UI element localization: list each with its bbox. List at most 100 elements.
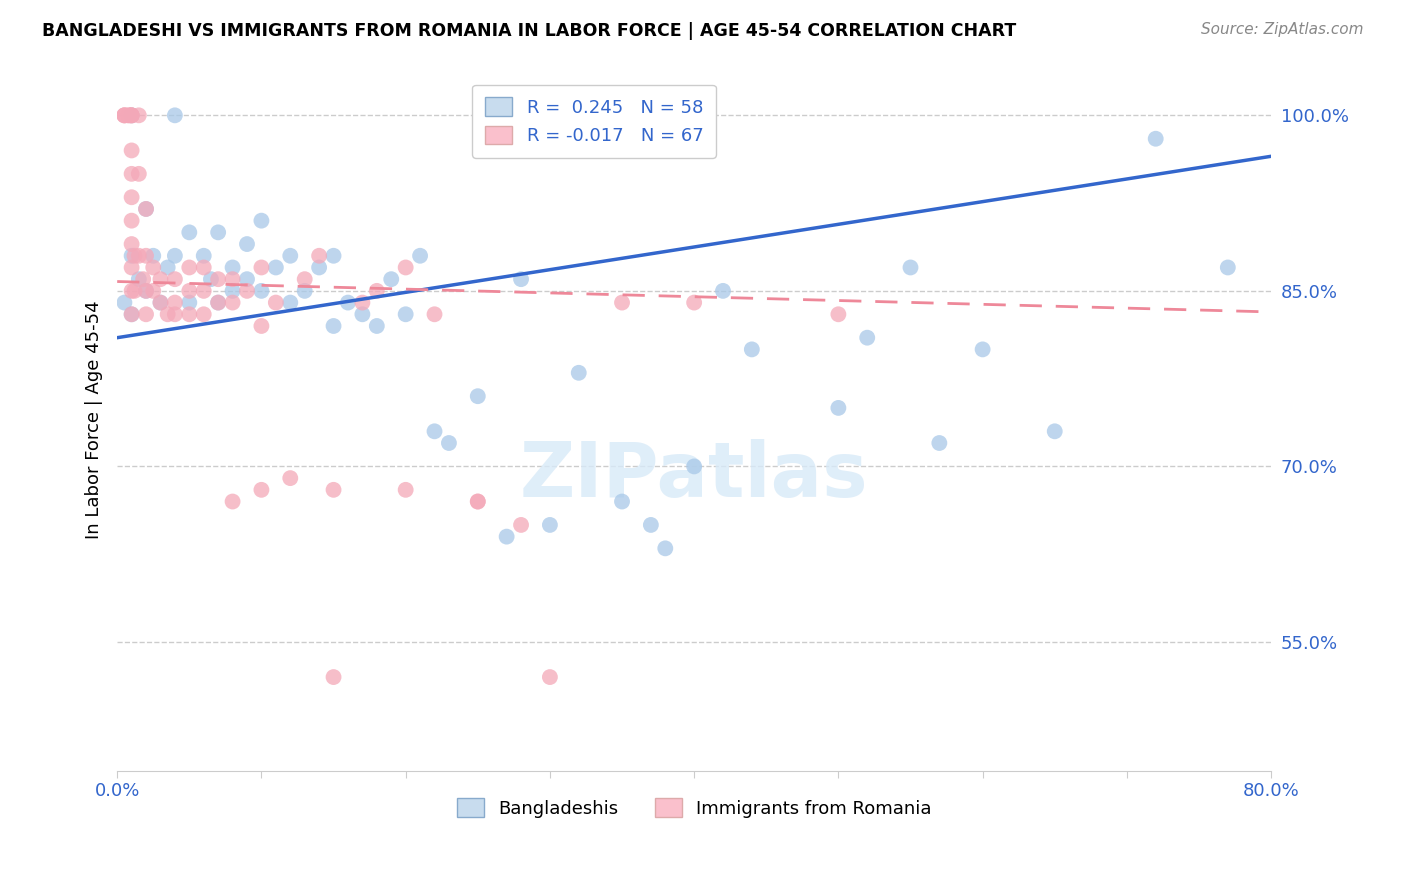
Point xyxy=(112,108,135,122)
Point xyxy=(352,295,374,310)
Text: Source: ZipAtlas.com: Source: ZipAtlas.com xyxy=(1201,22,1364,37)
Point xyxy=(124,249,146,263)
Point xyxy=(135,284,157,298)
Point xyxy=(322,318,344,333)
Point xyxy=(121,307,143,321)
Point xyxy=(221,272,243,286)
Point xyxy=(193,284,215,298)
Point xyxy=(121,167,143,181)
Point xyxy=(179,260,201,275)
Point xyxy=(207,225,229,239)
Point xyxy=(121,307,143,321)
Point xyxy=(900,260,922,275)
Point xyxy=(128,249,150,263)
Point xyxy=(207,272,229,286)
Point xyxy=(510,272,533,286)
Point xyxy=(112,108,135,122)
Point xyxy=(683,459,706,474)
Point xyxy=(610,295,633,310)
Point xyxy=(423,425,446,439)
Point xyxy=(128,272,150,286)
Point xyxy=(308,249,330,263)
Point xyxy=(827,307,849,321)
Point xyxy=(322,249,344,263)
Point xyxy=(163,108,186,122)
Point xyxy=(149,295,172,310)
Point xyxy=(654,541,676,556)
Point xyxy=(163,295,186,310)
Point xyxy=(142,284,165,298)
Point xyxy=(221,494,243,508)
Point xyxy=(112,295,135,310)
Point xyxy=(711,284,734,298)
Point xyxy=(250,284,273,298)
Point xyxy=(336,295,359,310)
Point xyxy=(193,307,215,321)
Point xyxy=(112,108,135,122)
Point xyxy=(193,249,215,263)
Point xyxy=(179,225,201,239)
Point xyxy=(163,307,186,321)
Point xyxy=(128,108,150,122)
Point xyxy=(278,471,301,485)
Point xyxy=(121,260,143,275)
Point xyxy=(352,307,374,321)
Point xyxy=(132,272,155,286)
Point xyxy=(395,483,418,497)
Point xyxy=(322,483,344,497)
Point xyxy=(264,295,287,310)
Point xyxy=(135,202,157,216)
Point xyxy=(121,237,143,252)
Point xyxy=(437,436,460,450)
Point xyxy=(118,108,141,122)
Point xyxy=(121,249,143,263)
Point xyxy=(142,249,165,263)
Point xyxy=(124,284,146,298)
Point xyxy=(207,295,229,310)
Point xyxy=(409,249,432,263)
Point xyxy=(221,295,243,310)
Point xyxy=(538,517,561,532)
Point xyxy=(294,272,316,286)
Point xyxy=(163,272,186,286)
Point xyxy=(121,108,143,122)
Point xyxy=(322,670,344,684)
Point xyxy=(827,401,849,415)
Point xyxy=(495,530,517,544)
Point xyxy=(610,494,633,508)
Point xyxy=(538,670,561,684)
Point xyxy=(928,436,950,450)
Point xyxy=(179,307,201,321)
Point xyxy=(278,249,301,263)
Point xyxy=(308,260,330,275)
Point xyxy=(118,108,141,122)
Point xyxy=(250,260,273,275)
Point xyxy=(135,249,157,263)
Point xyxy=(467,389,489,403)
Point xyxy=(640,517,662,532)
Point xyxy=(121,213,143,227)
Point xyxy=(1043,425,1066,439)
Point xyxy=(856,331,879,345)
Point xyxy=(128,167,150,181)
Point xyxy=(163,249,186,263)
Point xyxy=(467,494,489,508)
Text: ZIPatlas: ZIPatlas xyxy=(520,439,869,513)
Point xyxy=(972,343,994,357)
Point xyxy=(142,260,165,275)
Point xyxy=(179,284,201,298)
Point xyxy=(221,284,243,298)
Point xyxy=(236,272,259,286)
Point xyxy=(200,272,222,286)
Point xyxy=(264,260,287,275)
Point xyxy=(121,108,143,122)
Point xyxy=(121,108,143,122)
Point xyxy=(250,318,273,333)
Point xyxy=(121,284,143,298)
Point xyxy=(467,494,489,508)
Point xyxy=(135,202,157,216)
Point xyxy=(135,307,157,321)
Point xyxy=(121,190,143,204)
Point xyxy=(156,260,179,275)
Point xyxy=(221,260,243,275)
